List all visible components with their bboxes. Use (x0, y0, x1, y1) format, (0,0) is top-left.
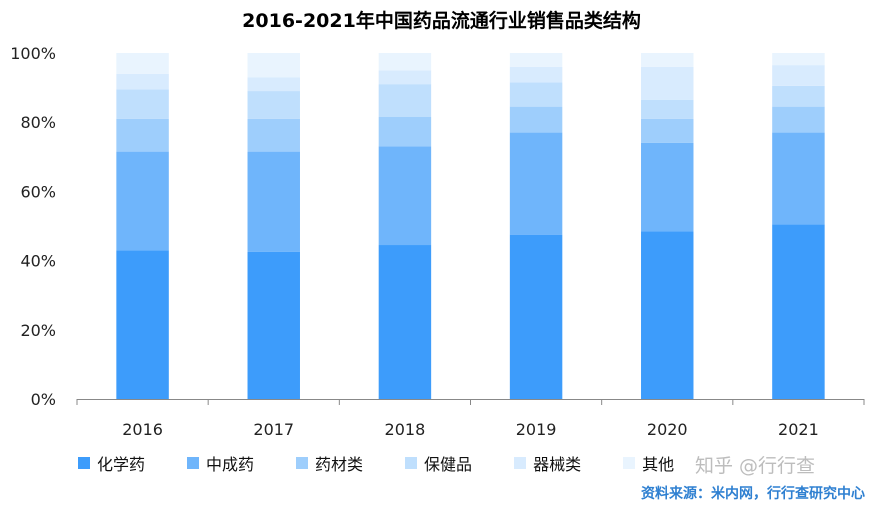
bar-segment (116, 89, 169, 119)
legend-item: 化学药 (78, 451, 145, 475)
bar-segment (247, 118, 300, 152)
bar-segment (641, 142, 694, 232)
bar-segment (772, 65, 825, 86)
bar-segment (378, 84, 432, 118)
legend-item: 其他 (623, 451, 674, 475)
watermark: 知乎 @行行查 (695, 455, 816, 477)
bar-segment (772, 106, 825, 133)
x-axis: 2016 2017 2018 2019 2020 2021 (76, 399, 865, 439)
x-tick-label: 2017 (253, 420, 294, 439)
bar-segment (378, 70, 432, 85)
bar-segment (247, 91, 300, 119)
legend-label: 其他 (642, 455, 675, 474)
bar-segment (116, 118, 169, 152)
y-tick-label: 40% (20, 252, 56, 271)
legend-label: 化学药 (97, 455, 146, 474)
chart-title: 2016-2021年中国药品流通行业销售品类结构 (242, 10, 641, 32)
bar-segment (378, 117, 432, 147)
bar-segment (772, 132, 825, 225)
legend-swatch (514, 457, 527, 469)
legend-label: 保健品 (424, 455, 473, 474)
bar-segment (641, 118, 694, 143)
bar-segment (247, 53, 300, 78)
bar-segment (641, 53, 694, 67)
legend-swatch (187, 457, 200, 469)
y-tick-label: 20% (20, 321, 56, 340)
legend-swatch (78, 457, 90, 469)
bar-segment (509, 66, 563, 83)
source-note: 资料来源：米内网，行行查研究中心 (641, 486, 865, 502)
bar-segment (509, 106, 563, 133)
x-tick-label: 2016 (122, 420, 163, 439)
bar-segment (116, 53, 169, 74)
bar-segment (247, 251, 300, 399)
bar-segment (247, 151, 300, 252)
legend-swatch (623, 457, 636, 469)
bar-segment (641, 231, 694, 399)
bar-segment (641, 66, 694, 100)
legend-swatch (405, 457, 418, 469)
legend-swatch (296, 457, 309, 469)
bar-segment (772, 224, 825, 399)
y-tick-label: 0% (31, 390, 56, 409)
bar-segment (772, 85, 825, 107)
x-tick-label: 2020 (647, 420, 688, 439)
x-tick-label: 2019 (516, 420, 557, 439)
bars (116, 53, 825, 399)
y-tick-label: 100% (10, 44, 56, 63)
bar-segment (378, 146, 432, 246)
bar-segment (116, 151, 169, 251)
bar-segment (116, 250, 169, 399)
bar-segment (378, 53, 432, 71)
bar-segment (509, 234, 563, 399)
bar-segment (509, 132, 563, 235)
bar-segment (641, 99, 694, 119)
y-axis: 0% 20% 40% 60% 80% 100% (10, 44, 56, 409)
legend-item: 保健品 (405, 451, 472, 475)
y-tick-label: 60% (20, 182, 56, 201)
x-tick-label: 2018 (385, 420, 426, 439)
legend-label: 中成药 (206, 455, 255, 474)
legend-label: 器械类 (533, 455, 582, 474)
bar-segment (509, 82, 563, 107)
bar-segment (378, 245, 432, 399)
legend-item: 药材类 (296, 451, 363, 475)
bar-segment (116, 73, 169, 90)
legend-label: 药材类 (315, 455, 364, 474)
x-tick-label: 2021 (778, 420, 819, 439)
legend: 化学药 中成药 药材类 保健品 器械类 其他 (78, 452, 716, 474)
bar-segment (247, 77, 300, 92)
legend-item: 器械类 (514, 451, 581, 475)
bar-segment (509, 53, 563, 67)
y-tick-label: 80% (20, 113, 56, 132)
legend-item: 中成药 (187, 451, 254, 475)
bar-segment (772, 53, 825, 66)
